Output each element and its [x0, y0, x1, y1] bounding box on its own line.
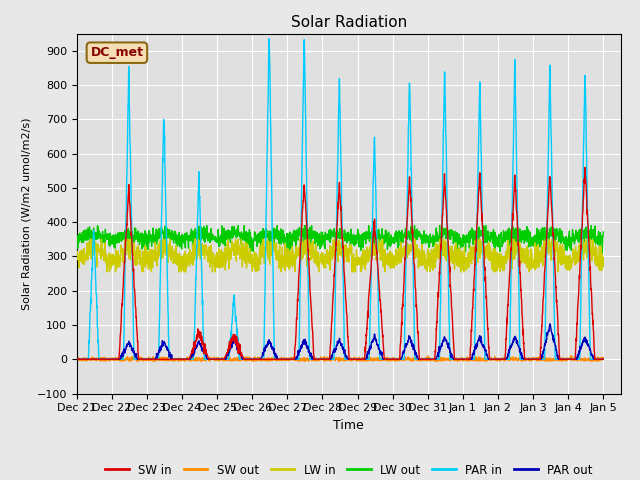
X-axis label: Time: Time [333, 419, 364, 432]
Text: DC_met: DC_met [90, 46, 143, 59]
Y-axis label: Solar Radiation (W/m2 umol/m2/s): Solar Radiation (W/m2 umol/m2/s) [21, 117, 31, 310]
Legend: SW in, SW out, LW in, LW out, PAR in, PAR out: SW in, SW out, LW in, LW out, PAR in, PA… [100, 459, 597, 480]
Title: Solar Radiation: Solar Radiation [291, 15, 407, 30]
